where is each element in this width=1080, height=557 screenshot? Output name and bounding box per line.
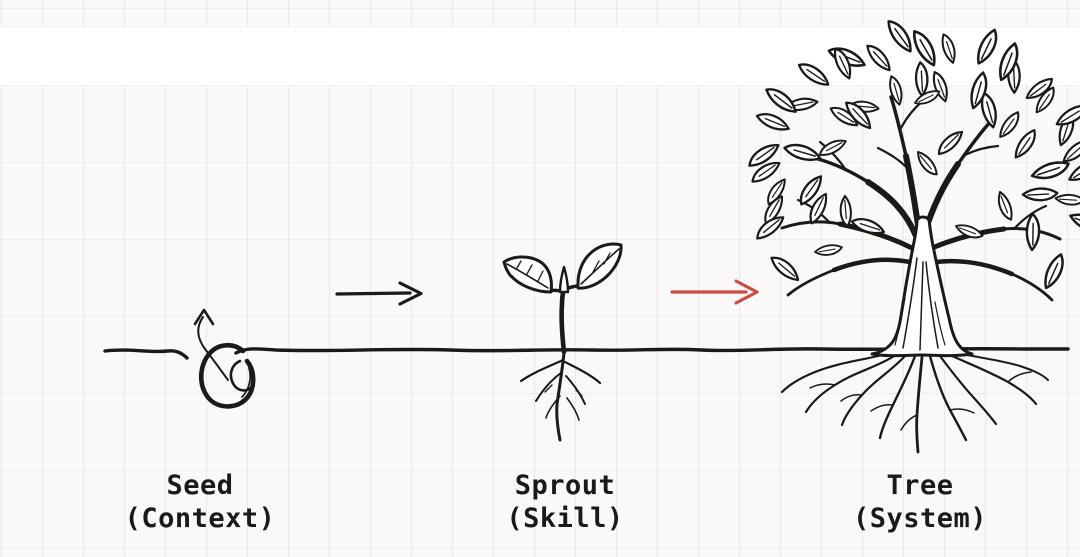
stage-label-tree: Tree (System) (770, 469, 1070, 535)
seed-sketch-icon (193, 308, 256, 409)
stage-label-seed: Seed (Context) (50, 469, 350, 535)
sprout-sketch-icon (502, 242, 623, 442)
arrow-seed-to-sprout (335, 281, 423, 306)
arrow-sprout-to-tree (670, 279, 759, 305)
stage-subtitle: (Skill) (506, 503, 624, 534)
stage-name: Seed (166, 470, 234, 501)
stage-subtitle: (System) (852, 503, 988, 534)
stage-subtitle: (Context) (124, 503, 276, 534)
stage-label-sprout: Sprout (Skill) (415, 469, 715, 535)
tree-leaves (748, 20, 1080, 290)
stage-name: Tree (886, 470, 954, 501)
stage-name: Sprout (514, 470, 616, 501)
tree-sketch-icon (748, 20, 1080, 454)
tree-trunk (870, 215, 974, 358)
tree-roots (780, 351, 1049, 454)
